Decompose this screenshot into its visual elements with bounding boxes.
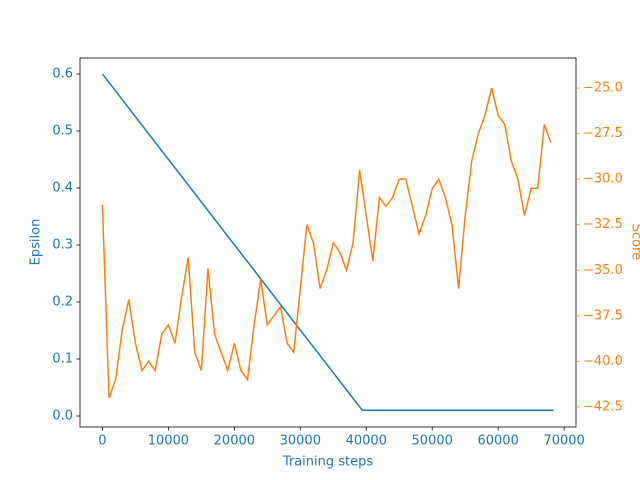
y-tick-label: 0.4	[52, 180, 73, 195]
x-tick-label: 40000	[346, 434, 387, 449]
x-tick-label: 0	[98, 434, 106, 449]
y-tick-label: 0.3	[52, 237, 73, 252]
y2-tick-label: −40.0	[583, 354, 623, 369]
y2-tick-label: −32.5	[583, 217, 623, 232]
data-line	[101, 73, 554, 412]
y-tick-label: 0.5	[52, 123, 73, 138]
y-tick-label: 0.1	[52, 351, 73, 366]
y-tick-label: 0.2	[52, 294, 73, 309]
x-axis-label: Training steps	[282, 455, 374, 470]
y-tick-label: 0.6	[52, 66, 73, 81]
y2-tick-label: −35.0	[583, 263, 623, 278]
y2-tick-label: −30.0	[583, 172, 623, 187]
y2-tick-label: −25.0	[583, 81, 623, 96]
y-axis-label: Epsilon	[29, 219, 44, 266]
x-tick-label: 10000	[148, 434, 189, 449]
x-tick-label: 30000	[280, 434, 321, 449]
data-line	[101, 87, 552, 399]
x-tick-label: 20000	[214, 434, 255, 449]
y2-tick-label: −37.5	[583, 308, 623, 323]
y2-axis-label: Score	[629, 224, 640, 260]
x-tick-label: 60000	[477, 434, 518, 449]
y2-tick-label: −42.5	[583, 399, 623, 414]
y2-tick-label: −27.5	[583, 126, 623, 141]
y-tick-label: 0.0	[52, 408, 73, 423]
x-tick-label: 50000	[412, 434, 453, 449]
plot-frame	[79, 57, 577, 428]
x-tick-label: 70000	[543, 434, 584, 449]
